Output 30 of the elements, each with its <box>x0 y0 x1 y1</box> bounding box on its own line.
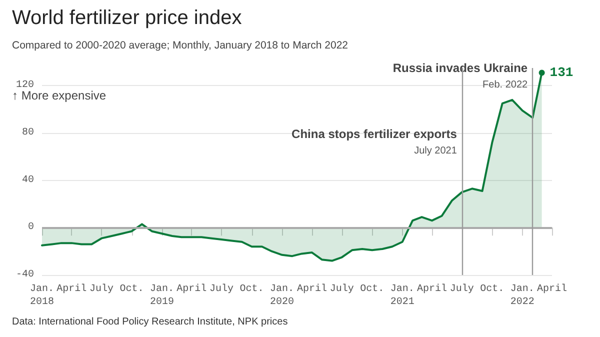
ref-line-label: China stops fertilizer exports July 2021 <box>292 127 458 156</box>
x-tick-label: Jan. 2022 <box>510 284 534 308</box>
x-tick-label: July <box>450 283 474 295</box>
x-tick-label: April <box>56 283 87 295</box>
y-tick-label: -40 <box>16 270 34 280</box>
y-tick-label: 120 <box>16 80 34 92</box>
chart-title: World fertilizer price index <box>12 7 242 29</box>
y-tick-label: 0 <box>28 222 34 234</box>
text: Data: International Food Policy Research Institute, NPK prices <box>12 316 288 328</box>
x-tick-label: July <box>90 283 114 295</box>
x-tick-label: Jan. 2020 <box>270 284 294 308</box>
x-tick-label: July <box>210 283 234 295</box>
x-tick-label: Jan. 2021 <box>390 284 414 308</box>
x-tick-label: Jan. 2018 <box>30 284 54 308</box>
ref-line-label: Russia invades Ukraine Feb. 2022 <box>392 61 528 90</box>
x-tick-label: July <box>330 283 354 295</box>
x-tick-label: April <box>296 283 327 295</box>
annotation: ↑ More expensive <box>12 88 106 103</box>
x-tick-label: Jan. 2019 <box>150 284 174 308</box>
x-tick-label: Oct. <box>120 284 144 295</box>
x-tick-label: April <box>416 283 447 295</box>
x-tick-label: Oct. <box>360 284 384 295</box>
y-tick-label: 80 <box>22 128 34 139</box>
data-label: 131 <box>550 65 574 80</box>
x-tick-label: April <box>176 283 207 295</box>
y-tick-label: 40 <box>22 174 34 186</box>
x-tick-label: Oct. <box>480 284 504 295</box>
x-tick-label: April <box>536 283 568 295</box>
chart-subtitle: Compared to 2000-2020 average; Monthly, January 2018 to March 2022 <box>12 40 348 52</box>
x-tick-label: Oct. <box>240 284 264 295</box>
